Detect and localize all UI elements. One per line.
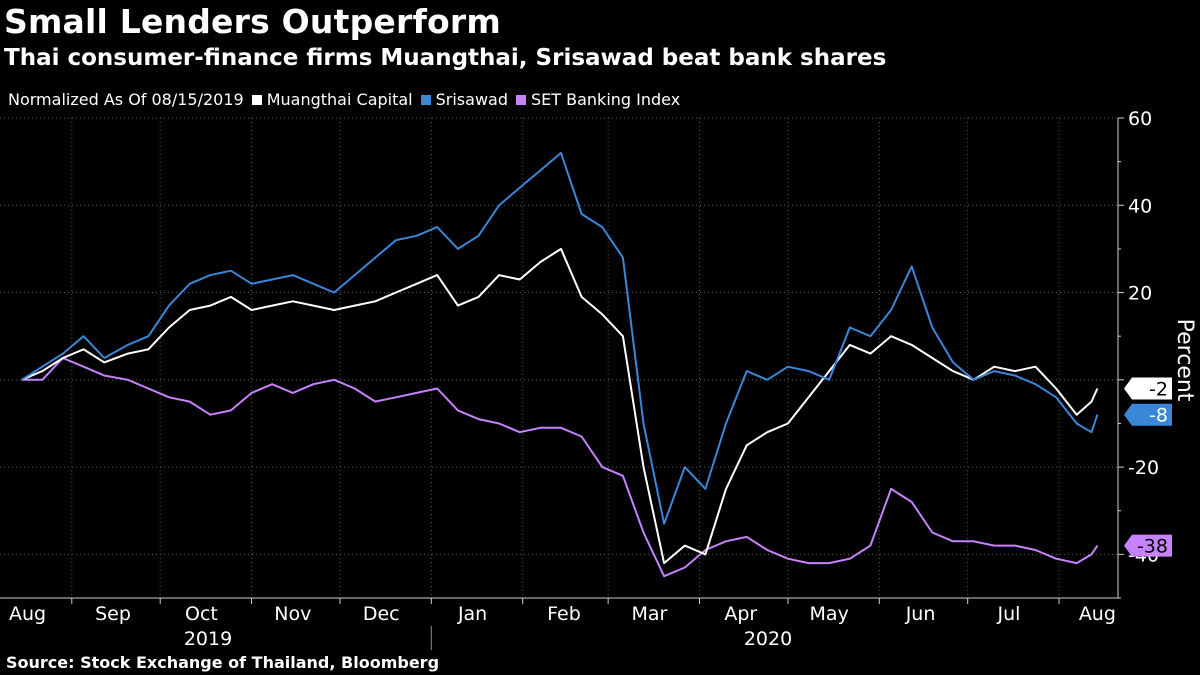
- legend-label-srisawad: Srisawad: [435, 90, 508, 109]
- x-tick-label: Jun: [905, 603, 936, 625]
- series-line-srisawad: [21, 151, 1099, 525]
- x-tick-label: Nov: [274, 603, 311, 625]
- series-lines: [21, 151, 1099, 578]
- end-label-text: -2: [1149, 379, 1168, 401]
- legend-label-muangthai: Muangthai Capital: [266, 90, 413, 109]
- gridlines: [0, 117, 1118, 598]
- chart-subtitle: Thai consumer-finance firms Muangthai, S…: [4, 45, 887, 71]
- legend-note: Normalized As Of 08/15/2019: [8, 90, 244, 109]
- x-tick-label: Sep: [95, 603, 131, 625]
- end-label-muangthai: -2: [1124, 377, 1172, 401]
- x-tick-label: Oct: [185, 603, 218, 625]
- end-label-text: -38: [1137, 536, 1168, 558]
- x-tick-label: May: [810, 603, 849, 625]
- year-label-2020: 2020: [744, 628, 792, 650]
- legend-swatch-muangthai: [251, 94, 262, 105]
- legend: Normalized As Of 08/15/2019 Muangthai Ca…: [8, 90, 680, 109]
- end-label-tag: [1124, 377, 1172, 400]
- end-label-srisawad: -8: [1124, 403, 1172, 427]
- source-note: Source: Stock Exchange of Thailand, Bloo…: [6, 653, 440, 672]
- chart-title: Small Lenders Outperform: [4, 2, 501, 41]
- legend-swatch-set-banking: [516, 94, 526, 105]
- year-label-2019: 2019: [184, 628, 232, 650]
- y-tick-label: 20: [1128, 283, 1152, 305]
- x-tick-label: Aug: [9, 603, 46, 625]
- end-label-tag: [1124, 534, 1172, 557]
- y-tick-label: 60: [1128, 108, 1152, 130]
- x-tick-label: Mar: [631, 603, 667, 625]
- x-tick-label: Aug: [1079, 603, 1116, 625]
- x-tick-label: Feb: [547, 603, 581, 625]
- x-tick-label: Apr: [724, 603, 757, 625]
- x-axis: Aug Sep Oct Nov Dec Jan Feb Mar Apr May Jun Jul Aug 2…: [0, 597, 1118, 650]
- end-label-set-banking: -38: [1124, 534, 1172, 558]
- y-tick-label: -20: [1128, 457, 1159, 479]
- end-label-tag: [1124, 403, 1172, 426]
- end-labels: -2 -8 -38: [1124, 377, 1172, 558]
- x-tick-label: Jul: [996, 603, 1020, 625]
- series-line-muangthai: [21, 247, 1099, 565]
- x-tick-label: Jan: [457, 603, 487, 625]
- legend-swatch-srisawad: [420, 94, 431, 105]
- legend-label-set-banking: SET Banking Index: [531, 90, 681, 109]
- series-line-set-banking: [21, 357, 1099, 578]
- y-axis-title: Percent: [1172, 319, 1197, 402]
- y-tick-label: 40: [1128, 195, 1152, 217]
- end-label-text: -8: [1149, 405, 1168, 427]
- x-tick-label: Dec: [363, 603, 400, 625]
